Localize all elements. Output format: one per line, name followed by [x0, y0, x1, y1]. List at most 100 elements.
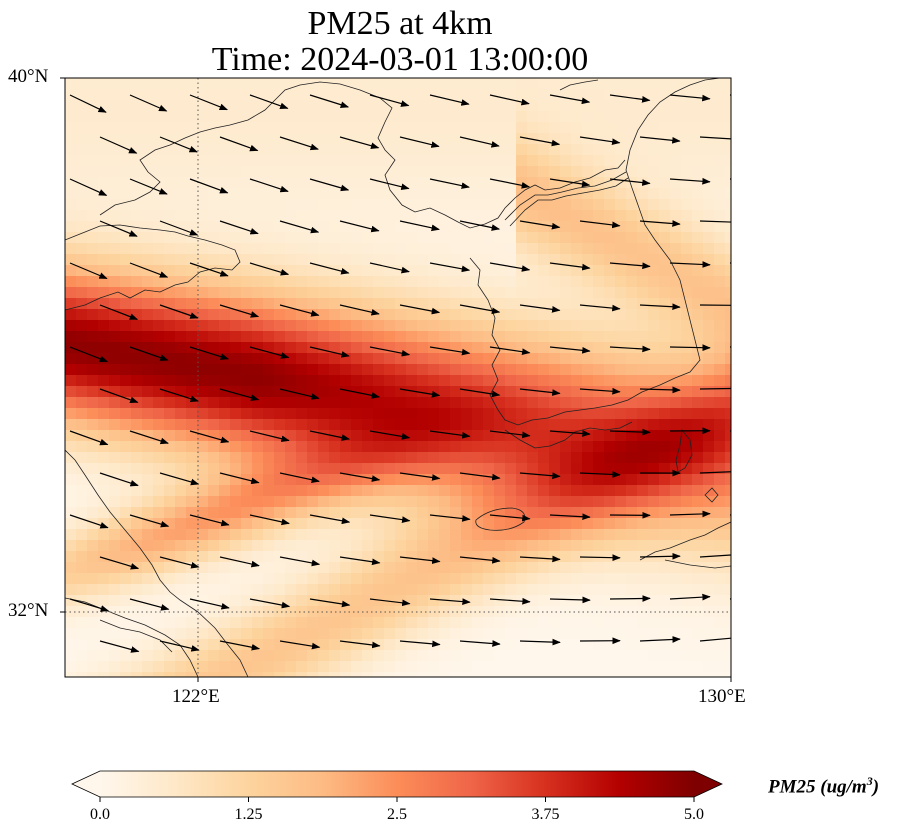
- field-cell: [274, 452, 286, 464]
- field-cell: [186, 430, 198, 442]
- field-cell: [670, 606, 682, 618]
- field-cell: [417, 628, 429, 640]
- field-cell: [439, 650, 451, 662]
- wind-arrow: [69, 346, 109, 363]
- field-cell: [703, 584, 715, 596]
- field-cell: [307, 177, 319, 189]
- field-cell: [274, 122, 286, 134]
- field-cell: [340, 364, 352, 376]
- field-cell: [439, 155, 451, 167]
- field-cell: [472, 364, 484, 376]
- field-cell: [549, 485, 561, 497]
- wind-arrow: [369, 430, 411, 440]
- field-cell: [252, 474, 264, 486]
- wind-arrow: [609, 94, 651, 103]
- field-cell: [450, 177, 462, 189]
- field-cell: [406, 320, 418, 332]
- wind-arrow: [339, 220, 380, 233]
- field-cell: [582, 562, 594, 574]
- field-cell: [681, 397, 693, 409]
- field-cell: [197, 342, 209, 354]
- field-cell: [263, 144, 275, 156]
- field-cell: [626, 661, 638, 673]
- field-cell: [428, 496, 440, 508]
- field-cell: [549, 210, 561, 222]
- field-cell: [120, 210, 132, 222]
- field-cell: [197, 551, 209, 563]
- field-cell: [197, 100, 209, 112]
- field-cell: [252, 661, 264, 673]
- field-cell: [340, 210, 352, 222]
- field-cell: [582, 122, 594, 134]
- field-cell: [461, 243, 473, 255]
- field-cell: [175, 166, 187, 178]
- field-cell: [186, 397, 198, 409]
- field-cell: [131, 408, 143, 420]
- field-cell: [527, 661, 539, 673]
- field-cell: [406, 672, 418, 677]
- field-cell: [153, 144, 165, 156]
- field-cell: [648, 474, 660, 486]
- field-cell: [472, 78, 484, 90]
- field-cell: [131, 100, 143, 112]
- field-cell: [626, 485, 638, 497]
- field-cell: [340, 496, 352, 508]
- field-cell: [395, 232, 407, 244]
- field-cell: [109, 661, 121, 673]
- field-cell: [538, 595, 550, 607]
- field-cell: [560, 518, 572, 530]
- field-cell: [428, 650, 440, 662]
- field-cell: [208, 276, 220, 288]
- field-cell: [461, 617, 473, 629]
- field-cell: [87, 397, 99, 409]
- field-cell: [604, 617, 616, 629]
- field-cell: [648, 188, 660, 200]
- field-cell: [538, 452, 550, 464]
- field-cell: [582, 474, 594, 486]
- field-cell: [252, 243, 264, 255]
- field-cell: [318, 606, 330, 618]
- field-cell: [307, 661, 319, 673]
- field-cell: [76, 144, 88, 156]
- field-cell: [98, 628, 110, 640]
- field-cell: [186, 265, 198, 277]
- field-cell: [560, 221, 572, 233]
- field-cell: [582, 342, 594, 354]
- field-cell: [252, 100, 264, 112]
- field-cell: [285, 375, 297, 387]
- field-cell: [582, 276, 594, 288]
- field-cell: [494, 364, 506, 376]
- field-cell: [439, 419, 451, 431]
- field-cell: [615, 496, 627, 508]
- field-cell: [351, 155, 363, 167]
- wind-arrow: [129, 178, 168, 195]
- field-cell: [252, 232, 264, 244]
- field-cell: [307, 496, 319, 508]
- field-cell: [219, 254, 231, 266]
- wind-arrow: [699, 554, 731, 558]
- field-cell: [659, 441, 671, 453]
- field-cell: [318, 133, 330, 145]
- field-cell: [670, 419, 682, 431]
- field-cell: [681, 320, 693, 332]
- field-cell: [604, 309, 616, 321]
- field-cell: [494, 397, 506, 409]
- field-cell: [296, 496, 308, 508]
- field-cell: [637, 672, 649, 677]
- field-cell: [527, 518, 539, 530]
- field-cell: [384, 485, 396, 497]
- field-cell: [615, 155, 627, 167]
- field-cell: [351, 485, 363, 497]
- field-cell: [351, 496, 363, 508]
- field-cell: [494, 287, 506, 299]
- field-cell: [296, 232, 308, 244]
- field-cell: [483, 408, 495, 420]
- field-cell: [615, 320, 627, 332]
- field-cell: [98, 606, 110, 618]
- field-cell: [670, 254, 682, 266]
- field-cell: [505, 144, 517, 156]
- field-cell: [560, 617, 572, 629]
- field-cell: [164, 309, 176, 321]
- field-cell: [340, 144, 352, 156]
- field-cell: [483, 188, 495, 200]
